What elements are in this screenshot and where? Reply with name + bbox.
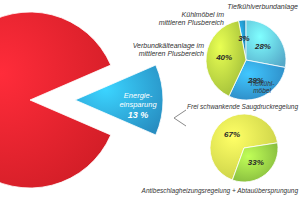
label-line: mittleren Plusbereich <box>139 50 204 57</box>
label-line: Tiefkühlverbundanlage <box>227 3 298 11</box>
label-line: Antibeschlagheizungsregelung + Abtauüber… <box>141 187 299 195</box>
value-label: 13 % <box>128 110 149 120</box>
chart-canvas: 13 %Energie-einsparung3%28%29%40%Kühlmöb… <box>0 0 300 200</box>
pie-labels: 3%28%29%40%Kühlmöbel immittleren Plusber… <box>133 3 298 94</box>
connector <box>174 110 186 126</box>
category-label: Kühlmöbel immittleren Plusbereich <box>159 11 225 26</box>
category-label: Verbundkälteanlage immittleren Plusberei… <box>133 42 205 57</box>
category-label: Antibeschlagheizungsregelung + Abtauüber… <box>141 187 299 195</box>
pie-labels: 67% 33% Frei schwankende Saugdruckregelung… <box>141 103 299 196</box>
pie-slice <box>232 143 278 182</box>
value-label: 3% <box>238 34 250 43</box>
label-line: Verbundkälteanlage im <box>133 42 205 50</box>
pie-labels: 13 %Energie-einsparung <box>119 91 157 120</box>
category-label: Tiefkühl-möbel <box>250 80 276 94</box>
label-line: einsparung <box>119 100 157 109</box>
value-label: 40% <box>215 53 232 62</box>
pie-slice <box>75 65 163 135</box>
pie-slice <box>206 21 246 96</box>
pie-group <box>0 12 163 188</box>
value-label: 67% <box>224 130 240 139</box>
label-line: Tiefkühl- <box>250 80 276 87</box>
pie-group <box>210 114 278 182</box>
label-line: Kühlmöbel im <box>182 11 225 18</box>
category-label: Frei schwankende Saugdruckregelung <box>187 103 298 111</box>
category-label: Tiefkühlverbundanlage <box>227 3 298 11</box>
pie-slice <box>246 20 286 67</box>
pie-group <box>206 20 286 100</box>
label-line: Frei schwankende Saugdruckregelung <box>187 103 298 111</box>
label-line: möbel <box>253 87 271 94</box>
value-label: 33% <box>248 158 264 167</box>
value-label: 28% <box>254 42 271 51</box>
label-line: mittleren Plusbereich <box>159 19 224 26</box>
category-label: Energie-einsparung <box>119 91 157 109</box>
